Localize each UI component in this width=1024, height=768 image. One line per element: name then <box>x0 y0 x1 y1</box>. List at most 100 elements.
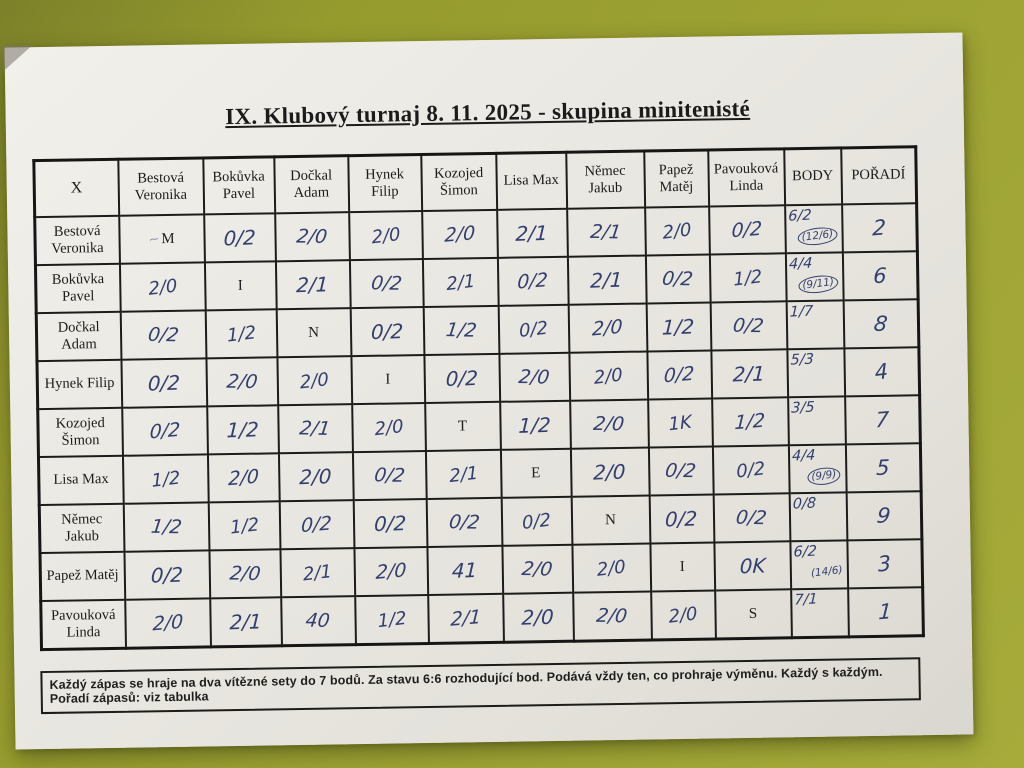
score-cell: 2/0 <box>208 549 281 599</box>
body-subtotal-wrap: (14/6) <box>793 561 844 580</box>
score-value: 0/2 <box>223 225 257 251</box>
score-cell: 2/0 <box>351 403 426 453</box>
body-cell: 4/4 (9/9) <box>788 444 847 494</box>
score-value: 2/0 <box>661 218 693 244</box>
score-value: E <box>531 465 541 482</box>
score-value: 2/0 <box>295 225 329 249</box>
score-value: 0/2 <box>300 512 333 538</box>
score-value: 2/1 <box>298 417 332 441</box>
score-cell: 1/2 <box>205 309 277 359</box>
score-value: N <box>308 324 320 341</box>
score-value: 2/0 <box>596 555 627 581</box>
score-value: 41 <box>451 557 478 583</box>
score-cell: 2/1 <box>566 207 646 257</box>
sheet-content: IX. Klubový turnaj 8. 11. 2025 - skupina… <box>5 33 973 715</box>
score-cell: 1K <box>647 398 713 448</box>
score-value: 2/0 <box>299 368 330 393</box>
col-header-8: Papež Matěj <box>643 150 709 208</box>
col-header-5: Kozojed Šimon <box>420 153 497 212</box>
score-value: 2/0 <box>151 610 184 636</box>
score-cell: 2/0 <box>119 262 206 312</box>
score-value: 2/0 <box>147 274 178 300</box>
score-cell: 1/2 <box>499 400 571 450</box>
diagonal-letter-cell: ∼M <box>118 214 205 264</box>
score-value: 0/2 <box>664 459 698 483</box>
score-value: 0/2 <box>369 272 403 295</box>
score-value: 2/0 <box>374 559 407 584</box>
score-cell: 1/2 <box>646 302 711 352</box>
body-cell: 5/3 <box>786 348 845 398</box>
score-cell: 2/0 <box>205 357 278 407</box>
score-value: 2/0 <box>520 557 554 581</box>
score-cell: 2/0 <box>276 356 352 406</box>
score-value: 0/2 <box>147 370 181 396</box>
score-value: 0/2 <box>663 362 696 388</box>
col-header-3: Dočkal Adam <box>273 155 349 214</box>
score-value: 0/2 <box>447 511 481 534</box>
score-value: 0/2 <box>731 314 766 338</box>
score-cell: 0/2 <box>708 205 786 255</box>
score-value: 2/1 <box>229 609 263 635</box>
body-subtotal-wrap: (9/11) <box>789 273 840 296</box>
body-cell: 3/5 <box>787 396 846 446</box>
rank-cell: 2 <box>841 203 918 253</box>
score-cell: 1/2 <box>709 253 787 303</box>
score-cell: 0/2 <box>710 301 787 351</box>
score-cell: 0/2 <box>649 494 714 544</box>
body-subtotal-circled: (9/9) <box>806 465 842 487</box>
score-value: 1/2 <box>518 412 552 438</box>
score-value: 2/1 <box>515 220 549 246</box>
score-value: 0/2 <box>731 217 763 243</box>
score-cell: 2/1 <box>567 255 647 305</box>
score-cell: 1/2 <box>354 594 429 645</box>
score-cell: 2/1 <box>422 257 499 308</box>
score-value: 0/2 <box>445 365 479 391</box>
score-cell: 0/2 <box>712 445 790 495</box>
row-player-name: Němec Jakub <box>39 503 124 554</box>
score-value: 2/0 <box>227 465 260 491</box>
body-subtotal-wrap: (9/9) <box>792 465 843 487</box>
score-value: 2/1 <box>448 462 479 487</box>
score-cell: 2/0 <box>348 211 423 261</box>
rank-cell: 7 <box>844 395 921 445</box>
score-cell: 0/2 <box>120 358 207 408</box>
diagonal-letter-cell: N <box>276 308 351 358</box>
rank-cell: 9 <box>846 491 922 541</box>
score-value: 2/1 <box>302 560 333 585</box>
score-cell: 2/0 <box>569 399 649 449</box>
score-value: 1/2 <box>734 409 766 435</box>
score-value: I <box>679 558 685 576</box>
score-cell: 2/0 <box>568 351 648 401</box>
score-cell: 2/0 <box>571 543 651 593</box>
score-cell: 2/1 <box>209 597 282 647</box>
score-cell: 1/2 <box>208 501 280 551</box>
body-subtotal-wrap: (12/6) <box>788 225 839 248</box>
rank-value: 8 <box>872 311 889 336</box>
score-value: 0/2 <box>150 562 184 588</box>
body-subtotal-circled: (12/6) <box>796 225 838 248</box>
row-player-name: Bokůvka Pavel <box>35 263 121 314</box>
score-value: I <box>385 371 391 388</box>
body-subtotal: (14/6) <box>809 563 843 580</box>
score-value: 2/1 <box>732 361 766 387</box>
body-points: 6/2 <box>787 207 812 225</box>
col-header-7: Němec Jakub <box>565 151 645 209</box>
rank-cell: 4 <box>843 347 920 397</box>
score-value: 2/0 <box>517 366 551 389</box>
score-value: 2/1 <box>296 272 330 298</box>
score-cell: 0/2 <box>713 493 790 543</box>
body-points: 0/8 <box>792 495 816 513</box>
score-value: N <box>604 512 617 529</box>
diagonal-letter-cell: I <box>204 261 277 311</box>
score-cell: 2/1 <box>425 449 502 499</box>
col-header-10: BODY <box>783 147 842 206</box>
score-value: 0/2 <box>370 319 404 345</box>
score-value: 0/2 <box>148 418 181 444</box>
row-player-name: Lisa Max <box>38 455 124 506</box>
rank-cell: 3 <box>846 539 923 589</box>
score-cell: 0/2 <box>497 256 569 306</box>
score-value: 0K <box>738 553 766 579</box>
score-cell: 2/0 <box>650 590 716 640</box>
score-cell: 0/2 <box>349 259 424 309</box>
score-value: 2/0 <box>591 315 624 341</box>
